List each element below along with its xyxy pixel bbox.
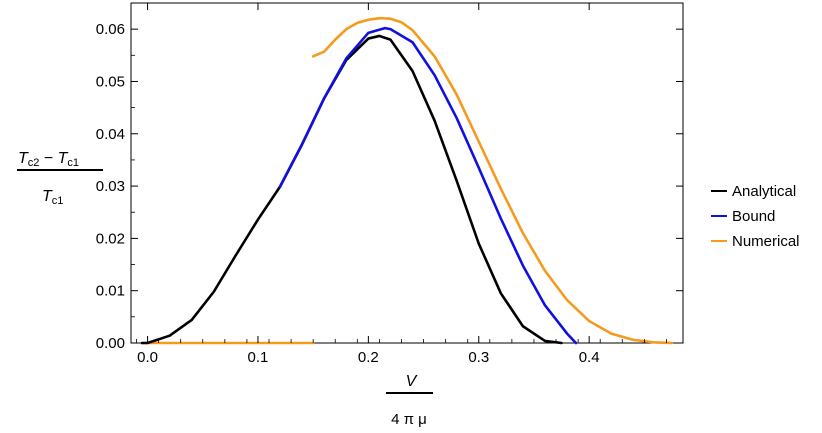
- y-axis-label: Tc2 − Tc1 Tc1: [17, 150, 103, 207]
- y-tick-label-0: 0.00: [96, 335, 125, 352]
- x-label-numerator: V: [406, 373, 418, 390]
- y-label-numerator: Tc2 − Tc1: [18, 150, 79, 169]
- y-tick-label-6: 0.06: [96, 21, 125, 38]
- legend-label-numerical: Numerical: [732, 233, 800, 250]
- legend-item-bound: Bound: [711, 208, 775, 225]
- y-tick-label-3: 0.03: [96, 178, 125, 195]
- y-tick-label-5: 0.05: [96, 73, 125, 90]
- ticks-layer: 0.0 0.1 0.2 0.3 0.4 0.00 0.01 0.02 0.03 0.04 0.05 0…: [96, 3, 683, 366]
- x-tick-label-3: 0.3: [468, 349, 489, 366]
- x-tick-label-0: 0.0: [137, 349, 158, 366]
- x-axis-label: V 4 π μ: [386, 373, 433, 428]
- y-tick-label-2: 0.02: [96, 230, 125, 247]
- y-label-denominator: Tc1: [42, 188, 63, 207]
- series-line-numerical: [311, 16, 674, 345]
- x-tick-label-1: 0.1: [248, 349, 269, 366]
- plot-frame: [130, 2, 684, 344]
- legend-item-analytical: Analytical: [711, 183, 796, 200]
- series-line-bound: [278, 26, 578, 345]
- x-tick-label-2: 0.2: [358, 349, 379, 366]
- x-tick-label-4: 0.4: [579, 349, 600, 366]
- series-layer: [140, 16, 674, 345]
- x-label-denominator: 4 π μ: [391, 411, 427, 428]
- legend: Analytical Bound Numerical: [711, 183, 800, 250]
- y-tick-label-4: 0.04: [96, 126, 125, 143]
- legend-label-bound: Bound: [732, 208, 775, 225]
- legend-label-analytical: Analytical: [732, 183, 796, 200]
- legend-item-numerical: Numerical: [711, 233, 800, 250]
- y-tick-label-1: 0.01: [96, 283, 125, 300]
- series-line-analytical: [140, 34, 563, 345]
